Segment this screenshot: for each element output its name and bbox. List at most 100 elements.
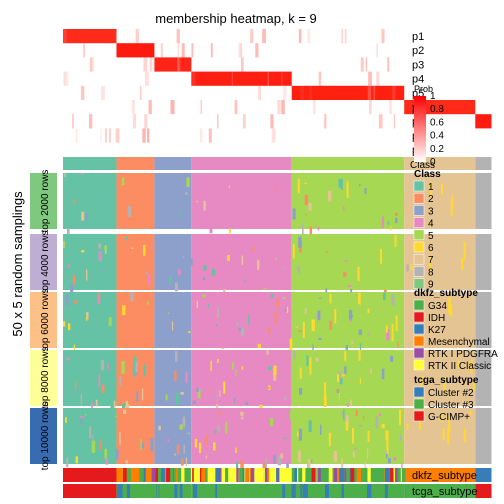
sampling-noise-class-6 bbox=[357, 266, 360, 282]
tcga-legend-swatch bbox=[413, 410, 425, 422]
dkfz-legend-label: K27 bbox=[428, 325, 446, 336]
sampling-noise bbox=[345, 315, 350, 325]
sampling-noise bbox=[283, 437, 287, 440]
tcga-subtype-cell bbox=[384, 484, 388, 498]
membership-leak-stripe bbox=[267, 71, 269, 86]
sampling-noise bbox=[284, 307, 287, 312]
tcga-subtype-cell bbox=[192, 484, 198, 498]
dkfz-subtype-cell bbox=[154, 468, 159, 482]
sampling-noise bbox=[276, 208, 279, 221]
sampling-noise bbox=[395, 217, 398, 224]
membership-cell-p3 bbox=[154, 57, 192, 72]
sampling-noise bbox=[394, 212, 398, 216]
sampling-noise bbox=[165, 394, 168, 401]
sampling-noise bbox=[210, 447, 213, 458]
class-legend-swatch bbox=[413, 180, 425, 192]
sampling-noise bbox=[97, 293, 101, 298]
membership-leak-stripe bbox=[148, 100, 152, 115]
dkfz-subtype-cell bbox=[385, 468, 390, 482]
sampling-noise bbox=[112, 400, 116, 409]
sampling-noise bbox=[122, 305, 126, 316]
sampling-noise bbox=[370, 368, 372, 375]
sampling-noise bbox=[273, 455, 276, 464]
sampling-noise bbox=[202, 277, 206, 281]
membership-leak-stripe bbox=[81, 85, 85, 100]
sampling-noise bbox=[364, 188, 367, 194]
membership-leak-stripe bbox=[100, 128, 102, 143]
sampling-noise bbox=[92, 434, 94, 443]
sampling-noise bbox=[375, 312, 377, 315]
sampling-noise-class-6 bbox=[448, 297, 451, 315]
sampling-noise bbox=[169, 275, 172, 285]
sampling-noise bbox=[167, 312, 170, 314]
sampling-noise bbox=[257, 259, 260, 270]
sampling-noise bbox=[364, 461, 366, 470]
row-group-label: top 8000 rows bbox=[40, 347, 51, 410]
sampling-noise bbox=[223, 381, 226, 394]
sampling-noise bbox=[257, 343, 261, 348]
sampling-noise-class-6 bbox=[386, 437, 389, 454]
sampling-noise bbox=[238, 416, 241, 424]
dkfz-subtype-cell bbox=[318, 468, 323, 482]
dkfz-legend-swatch bbox=[413, 323, 425, 335]
sampling-block-class-3 bbox=[154, 350, 192, 406]
tcga-subtype-segment bbox=[404, 484, 476, 498]
sampling-noise bbox=[80, 418, 83, 425]
sampling-noise bbox=[105, 457, 109, 465]
membership-leak-stripe bbox=[376, 71, 380, 86]
sampling-noise bbox=[375, 416, 379, 429]
sampling-noise bbox=[81, 211, 85, 221]
sampling-noise-class-6 bbox=[336, 374, 339, 382]
membership-leak-stripe bbox=[360, 57, 364, 72]
sampling-noise bbox=[380, 173, 383, 175]
membership-leak-stripe bbox=[367, 85, 372, 100]
sampling-noise-class-6 bbox=[329, 293, 332, 304]
sampling-noise bbox=[267, 327, 271, 334]
dkfz-subtype-cell bbox=[200, 468, 202, 482]
sampling-block-class-8 bbox=[475, 234, 492, 290]
dkfz-legend-label: G34 bbox=[428, 301, 447, 312]
membership-leak-stripe bbox=[282, 85, 287, 100]
membership-leak-stripe bbox=[83, 43, 86, 58]
sampling-noise bbox=[390, 226, 392, 231]
sampling-noise bbox=[343, 206, 345, 212]
sampling-noise bbox=[141, 443, 145, 449]
sampling-noise bbox=[194, 438, 198, 448]
row-group-bar bbox=[30, 173, 57, 229]
sampling-noise bbox=[98, 243, 102, 249]
sampling-noise bbox=[86, 269, 88, 281]
membership-leak-stripe bbox=[341, 29, 343, 44]
class-bar-segment-8 bbox=[475, 157, 492, 170]
sampling-noise bbox=[323, 395, 327, 408]
sampling-noise bbox=[231, 362, 234, 370]
sampling-noise bbox=[98, 251, 102, 261]
row-group-label: top 6000 rows bbox=[40, 289, 51, 352]
sampling-noise bbox=[203, 200, 206, 211]
membership-leak-stripe bbox=[177, 57, 180, 72]
sampling-noise bbox=[187, 432, 191, 435]
dkfz-legend-title: dkfz_subtype bbox=[414, 288, 478, 299]
sampling-noise-class-6 bbox=[385, 325, 388, 333]
sampling-block-class-8 bbox=[475, 292, 492, 348]
sampling-noise bbox=[238, 327, 242, 331]
tcga-subtype-cell bbox=[405, 484, 409, 498]
sampling-noise bbox=[319, 424, 322, 435]
dkfz-subtype-cell bbox=[166, 468, 171, 482]
sampling-noise bbox=[130, 292, 134, 302]
tcga-subtype-cell bbox=[212, 484, 215, 498]
dkfz-subtype-cell bbox=[215, 468, 220, 482]
prob-legend-gradient bbox=[414, 96, 426, 162]
membership-leak-stripe bbox=[142, 128, 146, 143]
sampling-noise bbox=[89, 426, 92, 439]
sampling-noise bbox=[369, 242, 373, 249]
sampling-noise-class-6 bbox=[367, 308, 370, 314]
sampling-noise bbox=[275, 257, 277, 260]
sampling-noise bbox=[328, 190, 332, 202]
membership-leak-stripe bbox=[210, 43, 213, 58]
sampling-noise bbox=[347, 403, 349, 407]
class-bar-segment-5 bbox=[291, 157, 405, 170]
tcga-subtype-cell bbox=[353, 484, 356, 498]
class-bar: Class bbox=[63, 157, 492, 171]
class-legend-swatch bbox=[413, 192, 425, 204]
sampling-noise-class-6 bbox=[463, 242, 466, 260]
